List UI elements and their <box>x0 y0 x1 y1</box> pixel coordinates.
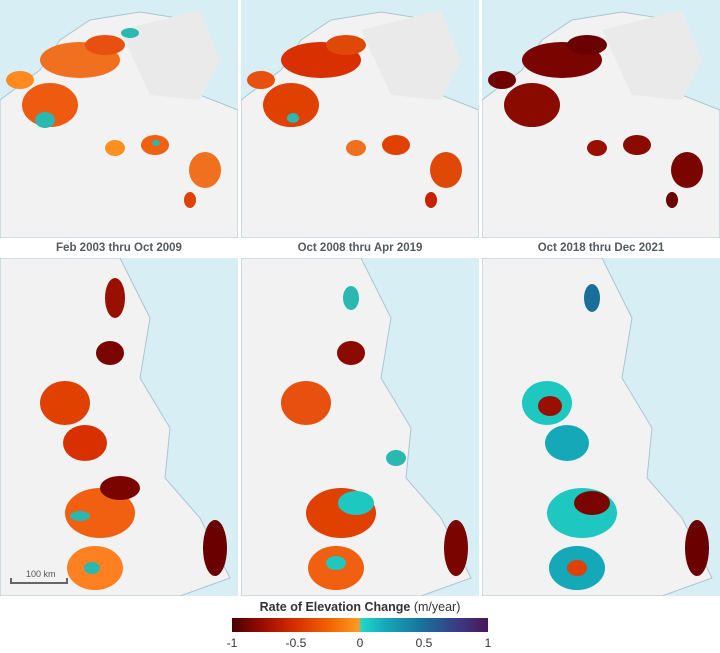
map-panel-bottom-2 <box>241 258 479 596</box>
map-bottom-2 <box>241 258 479 596</box>
legend-tick-min: -1 <box>226 636 238 650</box>
legend-unit: (m/year) <box>413 600 461 614</box>
map-top-2 <box>241 0 479 238</box>
period-label-2: Oct 2008 thru Apr 2019 <box>297 242 423 254</box>
map-top-3 <box>482 0 720 238</box>
scale-bar: 100 km <box>10 569 68 586</box>
legend-tick-neg-half: -0.5 <box>285 636 307 650</box>
legend-tick-max: 1 <box>484 636 492 650</box>
scale-bar-label: 100 km <box>26 569 56 579</box>
map-panel-top-2 <box>241 0 479 238</box>
map-panel-bottom-3 <box>482 258 720 596</box>
legend-title-text: Rate of Elevation Change <box>259 600 411 614</box>
legend-colorbar <box>232 618 488 632</box>
legend-tick-zero: 0 <box>356 636 364 650</box>
map-bottom-3 <box>482 258 720 596</box>
period-label-1: Feb 2003 thru Oct 2009 <box>56 242 182 254</box>
period-label-3: Oct 2018 thru Dec 2021 <box>537 242 665 254</box>
map-bottom-1 <box>0 258 238 596</box>
map-top-1 <box>0 0 238 238</box>
legend-tick-pos-half: 0.5 <box>415 636 433 650</box>
map-panel-top-1 <box>0 0 238 238</box>
map-panel-bottom-1 <box>0 258 238 596</box>
legend-title: Rate of Elevation Change (m/year) <box>200 600 520 614</box>
map-panel-top-3 <box>482 0 720 238</box>
